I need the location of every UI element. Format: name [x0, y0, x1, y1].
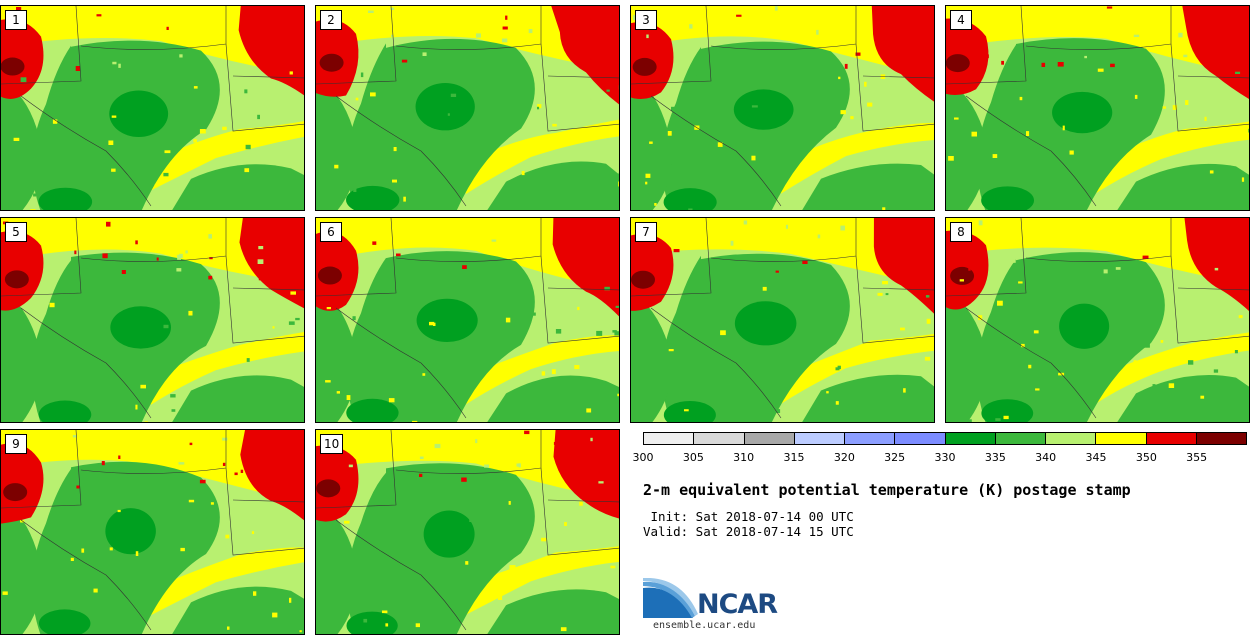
- colorbar-swatch: [995, 433, 1046, 444]
- map-panel-6: 6: [315, 217, 620, 423]
- colorbar-swatch: [945, 433, 996, 444]
- panel-number: 5: [5, 222, 27, 242]
- logo-url: ensemble.ucar.edu: [653, 620, 756, 631]
- colorbar-tick-label: 300: [632, 451, 654, 464]
- panel-number: 1: [5, 10, 27, 30]
- panel-number: 3: [635, 10, 657, 30]
- map-panel-9: 9: [0, 429, 305, 635]
- map-panel-4: 4: [945, 5, 1250, 211]
- colorbar-tick-label: 315: [783, 451, 805, 464]
- colorbar-tick-label: 330: [934, 451, 956, 464]
- colorbar-tick-label: 355: [1186, 451, 1208, 464]
- map-panel-8: 8: [945, 217, 1250, 423]
- colorbar-swatch: [845, 433, 896, 444]
- colorbar-swatch: [1196, 433, 1246, 444]
- map-panel-1: 1: [0, 5, 305, 211]
- colorbar: [643, 432, 1247, 445]
- panel-number: 7: [635, 222, 657, 242]
- colorbar-tick-label: 335: [984, 451, 1006, 464]
- panel-number: 8: [950, 222, 972, 242]
- ncar-swoosh-icon: [643, 578, 698, 618]
- map-panel-3: 3: [630, 5, 935, 211]
- colorbar-swatch: [1096, 433, 1147, 444]
- colorbar-swatch: [895, 433, 946, 444]
- colorbar-swatch: [1146, 433, 1197, 444]
- panel-number: 6: [320, 222, 342, 242]
- colorbar-tick-label: 350: [1135, 451, 1157, 464]
- map-panel-5: 5: [0, 217, 305, 423]
- valid-time: Valid: Sat 2018-07-14 15 UTC: [643, 524, 854, 539]
- map-panel-7: 7: [630, 217, 935, 423]
- colorbar-swatch: [1046, 433, 1097, 444]
- colorbar-tick-label: 310: [733, 451, 755, 464]
- map-panel-10: 10: [315, 429, 620, 635]
- colorbar-swatch: [744, 433, 795, 444]
- panel-number: 9: [5, 434, 27, 454]
- chart-title: 2-m equivalent potential temperature (K)…: [643, 481, 1131, 499]
- panel-number: 4: [950, 10, 972, 30]
- colorbar-tick-label: 325: [884, 451, 906, 464]
- panel-number: 2: [320, 10, 342, 30]
- colorbar-tick-label: 320: [833, 451, 855, 464]
- colorbar-swatch: [794, 433, 845, 444]
- colorbar-tick-label: 340: [1035, 451, 1057, 464]
- ncar-logo-text: NCAR: [697, 589, 778, 620]
- colorbar-swatch: [694, 433, 745, 444]
- colorbar-tick-label: 305: [682, 451, 704, 464]
- map-panel-2: 2: [315, 5, 620, 211]
- colorbar-swatch: [644, 433, 695, 444]
- colorbar-tick-label: 345: [1085, 451, 1107, 464]
- panel-number: 10: [320, 434, 344, 454]
- init-time: Init: Sat 2018-07-14 00 UTC: [643, 509, 854, 524]
